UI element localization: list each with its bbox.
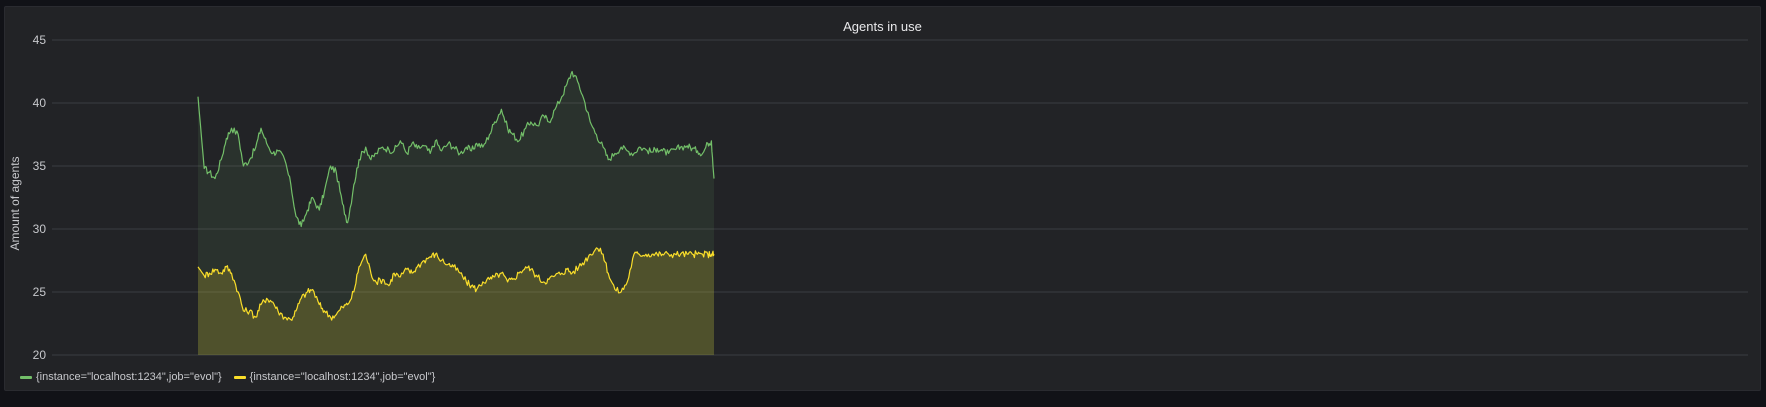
- legend-swatch: [20, 375, 32, 379]
- y-axis-label: Amount of agents: [8, 156, 22, 250]
- legend-label: {instance="localhost:1234",job="evol"}: [249, 371, 436, 383]
- legend: {instance="localhost:1234",job="evol"} {i…: [20, 371, 435, 383]
- y-tick-label: 25: [33, 285, 47, 299]
- grid: 20 25 30 35 40 45: [33, 33, 1748, 362]
- series-1: [197, 70, 715, 355]
- y-tick-label: 35: [33, 159, 47, 173]
- chart-panel: Agents in use: [4, 6, 1761, 391]
- legend-label: {instance="localhost:1234",job="evol"}: [36, 371, 222, 383]
- y-tick-label: 30: [33, 222, 47, 236]
- series-line: [197, 70, 715, 228]
- panel-title[interactable]: Agents in use: [843, 19, 922, 34]
- legend-item-2[interactable]: {instance="localhost:1234",job="evol"}: [233, 371, 436, 383]
- legend-item-1[interactable]: {instance="localhost:1234",job="evol"}: [20, 371, 222, 383]
- series-line: [197, 247, 715, 321]
- y-tick-label: 45: [33, 33, 47, 47]
- legend-swatch: [233, 375, 246, 379]
- series-area: [198, 71, 714, 355]
- series-2: [197, 247, 715, 355]
- y-tick-label: 40: [33, 96, 47, 110]
- y-tick-label: 20: [33, 348, 47, 362]
- series-area: [198, 247, 714, 355]
